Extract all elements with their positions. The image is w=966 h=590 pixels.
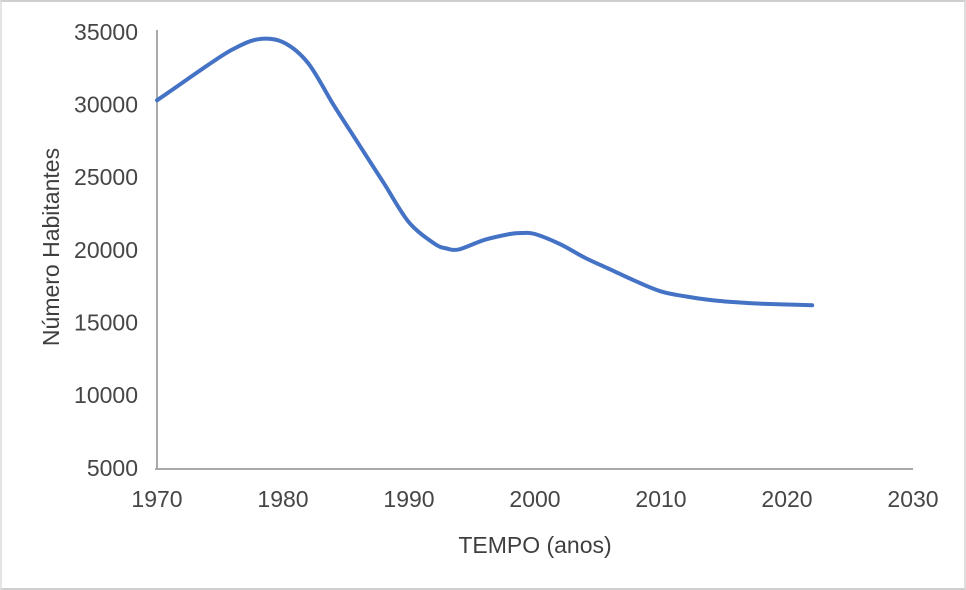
x-tick-label: 1970 — [131, 486, 182, 512]
y-tick-label: 25000 — [74, 164, 138, 190]
y-axis-tick-labels: 5000 10000 15000 20000 25000 30000 35000 — [74, 19, 138, 481]
y-tick-label: 5000 — [87, 455, 138, 481]
axes — [155, 30, 913, 470]
x-tick-label: 1980 — [257, 486, 308, 512]
x-axis-tick-labels: 1970 1980 1990 2000 2010 2020 2030 — [131, 486, 938, 512]
y-tick-label: 30000 — [74, 91, 138, 117]
population-line-series — [155, 36, 815, 308]
x-axis-title: TEMPO (anos) — [458, 532, 611, 558]
x-tick-label: 2010 — [635, 486, 686, 512]
x-tick-label: 2000 — [509, 486, 560, 512]
x-tick-label: 2020 — [761, 486, 812, 512]
y-tick-label: 20000 — [74, 237, 138, 263]
y-tick-label: 35000 — [74, 19, 138, 45]
y-axis-title: Número Habitantes — [38, 148, 64, 346]
x-tick-label: 2030 — [887, 486, 938, 512]
x-tick-label: 1990 — [383, 486, 434, 512]
y-tick-label: 10000 — [74, 382, 138, 408]
y-tick-label: 15000 — [74, 309, 138, 335]
